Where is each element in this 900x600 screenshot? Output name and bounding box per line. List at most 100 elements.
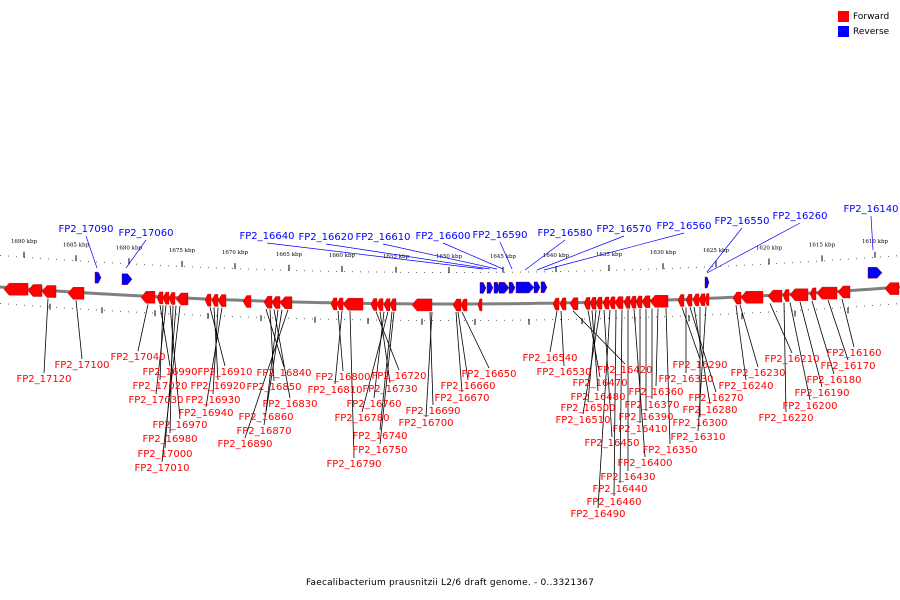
gene-label: FP2_16140 <box>844 204 899 215</box>
leader-line <box>811 300 835 375</box>
gene-label: FP2_16440 <box>593 484 648 495</box>
scale-dot <box>264 269 265 271</box>
gene-arrow <box>330 297 338 311</box>
leader-line <box>789 302 811 401</box>
scale-dot <box>304 318 305 320</box>
scale-dot <box>744 264 745 266</box>
gene-label: FP2_16260 <box>773 211 828 222</box>
leader-line <box>591 310 599 392</box>
gene-label: FP2_16220 <box>759 413 814 424</box>
scale-dot <box>128 311 129 313</box>
scale-label: 1635 kbp <box>596 252 623 258</box>
scale-dot <box>176 313 177 315</box>
scale-ticks: 1690 kbp 1685 kbp 1680 kbp 1675 kbp 1670 kbp… <box>0 239 897 325</box>
scale-dot <box>392 319 393 321</box>
leader-line <box>337 310 344 372</box>
scale-dot <box>800 309 801 311</box>
scale-dot <box>472 320 473 321</box>
scale-dot <box>8 303 9 305</box>
scale-label: 1625 kbp <box>703 248 730 254</box>
scale-dot <box>624 317 625 319</box>
gene-label: FP2_17030 <box>129 395 184 406</box>
leader-line <box>681 307 701 360</box>
leader-line <box>560 310 565 367</box>
scale-dot <box>336 270 337 272</box>
gene-label: FP2_16800 <box>316 372 371 383</box>
gene-label: FP2_16640 <box>240 231 295 242</box>
scale-dot <box>632 269 633 271</box>
scale-dot <box>472 272 473 273</box>
leader-line <box>735 305 747 381</box>
scale-dot <box>464 272 465 273</box>
scale-label: 1680 kbp <box>116 245 143 251</box>
gene-label: FP2_17090 <box>59 224 114 235</box>
leader-line <box>597 309 611 509</box>
leader-line <box>457 311 469 381</box>
scale-dot <box>0 255 1 256</box>
leader-line <box>269 309 275 382</box>
gene-label: FP2_16610 <box>356 232 411 243</box>
leader-line <box>455 311 463 393</box>
gene-label: FP2_16300 <box>673 418 728 429</box>
gene-arrow <box>67 287 85 300</box>
gene-label: FP2_16870 <box>237 426 292 437</box>
gene-label: FP2_16310 <box>671 432 726 443</box>
scale-dot <box>624 269 625 271</box>
scale-dot <box>480 271 481 273</box>
gene-arrow <box>867 267 883 279</box>
gene-arrow <box>411 298 433 312</box>
gene-arrow <box>782 289 790 302</box>
scale-dot <box>280 269 281 271</box>
gene-label: FP2_16620 <box>299 232 354 243</box>
scale-dot <box>16 256 17 258</box>
leader-line <box>799 301 823 388</box>
gene-label: FP2_16510 <box>556 415 611 426</box>
scale-dot <box>216 267 217 269</box>
gene-label: FP2_16810 <box>308 385 363 396</box>
scale-dot <box>312 270 313 272</box>
gene-label: FP2_16530 <box>537 367 592 378</box>
leader-line <box>461 311 490 369</box>
leader-line <box>375 311 400 371</box>
scale-dot <box>192 314 193 316</box>
scale-dot <box>440 320 441 321</box>
scale-dot <box>424 319 425 321</box>
leader-line <box>841 299 855 348</box>
scale-dot <box>200 266 201 268</box>
leader-line <box>549 310 558 353</box>
scale-dot <box>536 271 537 273</box>
gene-arrow <box>41 285 57 298</box>
gene-label: FP2_16980 <box>143 434 198 445</box>
gene-label: FP2_16740 <box>353 431 408 442</box>
scale-dot <box>352 319 353 321</box>
scale-dot <box>584 270 585 272</box>
leader-line <box>334 310 343 385</box>
scale-dot <box>64 259 65 261</box>
scale-dot <box>40 257 41 259</box>
scale-dot <box>80 308 81 310</box>
scale-dot <box>600 270 601 272</box>
gene-label: FP2_16280 <box>683 405 738 416</box>
leader-line <box>633 309 646 458</box>
scale-dot <box>192 266 193 268</box>
gene-label: FP2_16670 <box>435 393 490 404</box>
scale-dot <box>144 264 145 266</box>
gene-label: FP2_17100 <box>55 360 110 371</box>
gene-arrow <box>263 296 273 309</box>
scale-dot <box>592 270 593 272</box>
gene-label: FP2_16750 <box>353 445 408 456</box>
scale-dot <box>776 311 777 313</box>
gene-arrow <box>217 294 227 307</box>
scale-dot <box>456 272 457 273</box>
gene-label: FP2_16430 <box>601 472 656 483</box>
scale-dot <box>384 271 385 273</box>
gene-arrow <box>692 293 700 307</box>
gene-label: FP2_16790 <box>327 459 382 470</box>
gene-label: FP2_16920 <box>191 381 246 392</box>
gene-label: FP2_16290 <box>673 360 728 371</box>
scale-dot <box>368 271 369 273</box>
gene-arrow <box>629 296 637 309</box>
scale-dot <box>616 269 617 271</box>
scale-dot <box>576 318 577 320</box>
